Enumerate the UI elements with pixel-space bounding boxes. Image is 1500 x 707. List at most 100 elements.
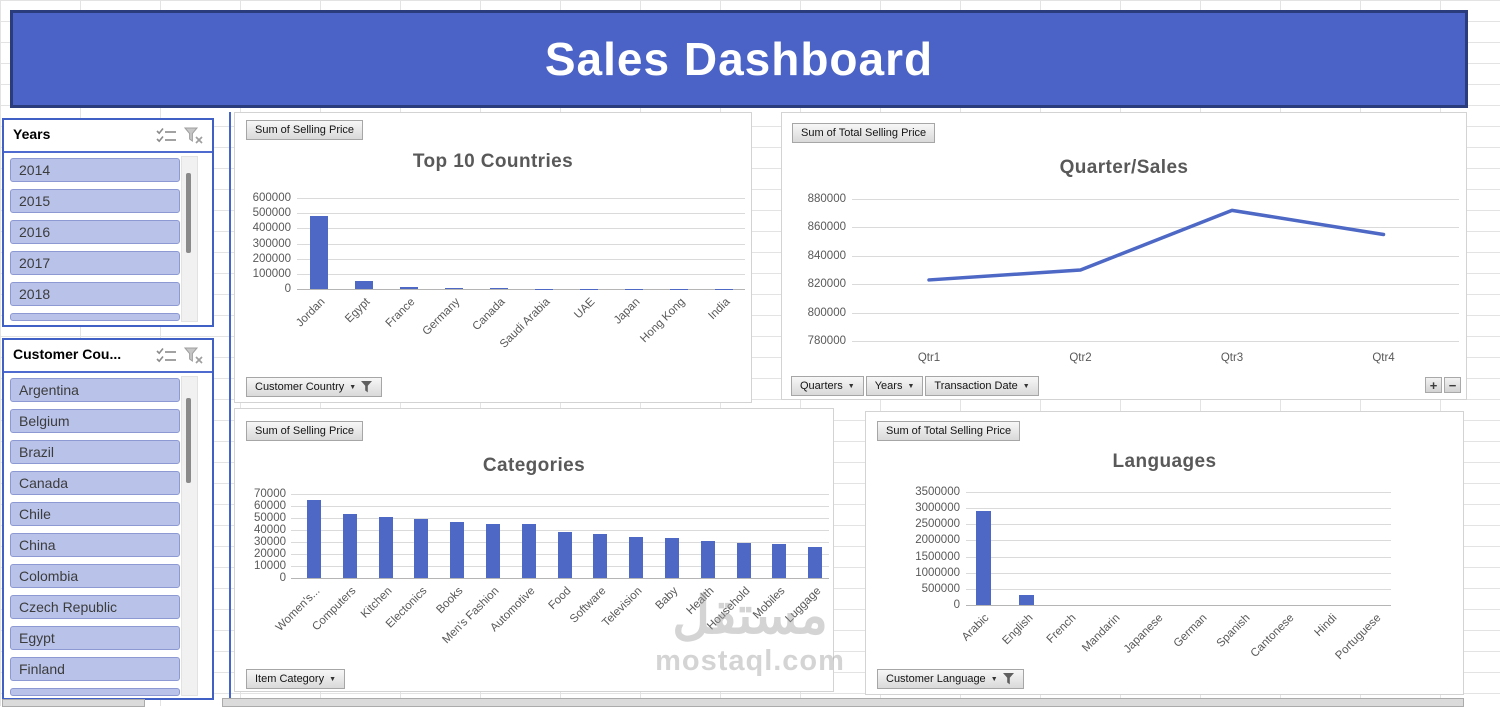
pivot-axis-field-button-item-category[interactable]: Item Category ▼ bbox=[246, 669, 345, 689]
dropdown-arrow-icon: ▼ bbox=[848, 383, 855, 390]
chart-panel-quarter-sales: Sum of Total Selling Price Quarter/Sales… bbox=[781, 112, 1467, 400]
chart-bar-automotive bbox=[522, 524, 536, 578]
axis-field-label: Customer Language bbox=[886, 673, 986, 685]
chart-bar-baby bbox=[665, 538, 679, 578]
x-axis-label: Hindi bbox=[1312, 612, 1339, 639]
clear-filter-icon[interactable] bbox=[184, 127, 206, 145]
x-axis-label: Hong Kong bbox=[638, 296, 687, 345]
chart-bar-jordan bbox=[310, 216, 328, 289]
pivot-axis-field-button-customer-country[interactable]: Customer Country ▼ bbox=[246, 377, 382, 397]
slicer-item-colombia[interactable]: Colombia bbox=[10, 564, 180, 588]
x-axis-label: Portuguese bbox=[1333, 612, 1383, 662]
x-axis-label: Japanese bbox=[1122, 612, 1166, 656]
slicer-item-china[interactable]: China bbox=[10, 533, 180, 557]
y-axis-label: 10000 bbox=[254, 560, 286, 572]
y-axis-label: 3000000 bbox=[915, 502, 960, 514]
pivot-axis-field-button-quarters[interactable]: Quarters ▼ bbox=[791, 376, 864, 396]
slicer-title: Customer Cou... bbox=[13, 346, 121, 362]
pivot-axis-field-button-customer-language[interactable]: Customer Language ▼ bbox=[877, 669, 1024, 689]
chart-bar-men-s-fashion bbox=[486, 524, 500, 578]
multi-select-icon[interactable] bbox=[156, 347, 178, 365]
chart-bar-kitchen bbox=[379, 517, 393, 578]
chart-bar-food bbox=[558, 532, 572, 578]
dropdown-arrow-icon: ▼ bbox=[329, 676, 336, 683]
chart-bar-electonics bbox=[414, 519, 428, 578]
slicer-item-finland[interactable]: Finland bbox=[10, 657, 180, 681]
y-axis-label: 50000 bbox=[254, 512, 286, 524]
axis-field-label: Item Category bbox=[255, 673, 324, 685]
slicer-item-belgium[interactable]: Belgium bbox=[10, 409, 180, 433]
chart-bar-computers bbox=[343, 514, 357, 578]
divider bbox=[4, 371, 212, 373]
x-axis-label: Books bbox=[435, 585, 466, 616]
scrollbar-thumb[interactable] bbox=[186, 173, 191, 253]
y-axis-label: 1000000 bbox=[915, 567, 960, 579]
slicer-item-2014[interactable]: 2014 bbox=[10, 158, 180, 182]
scrollbar[interactable] bbox=[181, 376, 198, 696]
slicer-item-czech-republic[interactable]: Czech Republic bbox=[10, 595, 180, 619]
y-axis-label: 600000 bbox=[253, 192, 291, 204]
divider bbox=[4, 151, 212, 153]
pivot-axis-field-button-transaction-date[interactable]: Transaction Date ▼ bbox=[925, 376, 1038, 396]
x-axis-label: Baby bbox=[653, 585, 680, 612]
collapse-field-button[interactable]: − bbox=[1444, 377, 1461, 393]
scrollbar[interactable] bbox=[181, 156, 198, 322]
chart-bar-household bbox=[737, 543, 751, 578]
x-axis-label: Food bbox=[546, 585, 573, 612]
y-axis-label: 400000 bbox=[253, 222, 291, 234]
gridline bbox=[966, 605, 1391, 606]
x-axis-label: English bbox=[1000, 612, 1035, 647]
slicer-item-2017[interactable]: 2017 bbox=[10, 251, 180, 275]
chart-bar-mobiles bbox=[772, 544, 786, 578]
axis-field-label: Customer Country bbox=[255, 381, 344, 393]
x-axis-label: Germany bbox=[421, 296, 463, 338]
slicer-item-partial[interactable] bbox=[10, 688, 180, 696]
x-axis-label: French bbox=[1045, 612, 1079, 646]
slicer-item-list: 2014 2015 2016 2017 2018 bbox=[10, 158, 180, 322]
chart-bar-english bbox=[1019, 595, 1034, 605]
x-axis-label: Kitchen bbox=[358, 585, 394, 621]
axis-field-label: Quarters bbox=[800, 380, 843, 392]
gridline bbox=[297, 289, 745, 290]
y-axis-label: 2000000 bbox=[915, 534, 960, 546]
slicer-item-2018[interactable]: 2018 bbox=[10, 282, 180, 306]
y-axis-label: 40000 bbox=[254, 524, 286, 536]
y-axis-label: 30000 bbox=[254, 536, 286, 548]
x-axis-label: Cantonese bbox=[1248, 612, 1296, 660]
slicer-item-canada[interactable]: Canada bbox=[10, 471, 180, 495]
x-axis-label: UAE bbox=[572, 296, 597, 321]
slicer-item-chile[interactable]: Chile bbox=[10, 502, 180, 526]
gridline bbox=[297, 198, 745, 199]
y-axis-label: 20000 bbox=[254, 548, 286, 560]
slicer-item-argentina[interactable]: Argentina bbox=[10, 378, 180, 402]
chart-bar-egypt bbox=[355, 281, 373, 289]
chart-bar-luggage bbox=[808, 547, 822, 578]
chart-bar-arabic bbox=[976, 511, 991, 605]
x-axis-label: Spanish bbox=[1215, 612, 1253, 650]
multi-select-icon[interactable] bbox=[156, 127, 178, 145]
expand-field-button[interactable]: + bbox=[1425, 377, 1442, 393]
gridline bbox=[297, 274, 745, 275]
gridline bbox=[297, 213, 745, 214]
scrollbar-thumb[interactable] bbox=[186, 398, 191, 483]
dropdown-arrow-icon: ▼ bbox=[349, 384, 356, 391]
gridline bbox=[291, 506, 829, 507]
chart-bar-software bbox=[593, 534, 607, 578]
slicer-item-brazil[interactable]: Brazil bbox=[10, 440, 180, 464]
slicer-item-2015[interactable]: 2015 bbox=[10, 189, 180, 213]
slicer-item-2016[interactable]: 2016 bbox=[10, 220, 180, 244]
y-axis-label: 300000 bbox=[253, 238, 291, 250]
gridline bbox=[966, 557, 1391, 558]
x-axis-label: Mandarin bbox=[1080, 612, 1122, 654]
slicer-item-egypt[interactable]: Egypt bbox=[10, 626, 180, 650]
dashboard-title-banner: Sales Dashboard bbox=[10, 10, 1468, 108]
y-axis-label: 500000 bbox=[253, 207, 291, 219]
slicer-item-partial[interactable] bbox=[10, 313, 180, 321]
pivot-axis-field-button-years[interactable]: Years ▼ bbox=[866, 376, 924, 396]
clear-filter-icon[interactable] bbox=[184, 347, 206, 365]
